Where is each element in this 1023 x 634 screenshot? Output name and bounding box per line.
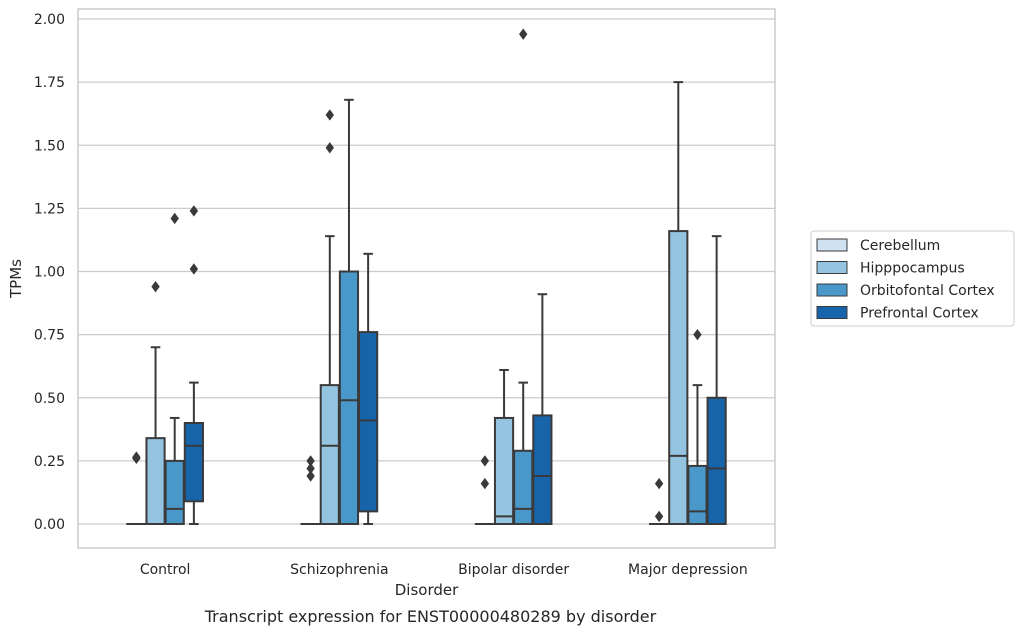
y-tick-label: 0.25 bbox=[34, 454, 65, 470]
y-tick-label: 1.00 bbox=[34, 265, 65, 281]
box-iqr bbox=[338, 270, 360, 525]
box-prefrontal-cortex-0 bbox=[183, 205, 204, 525]
plot-frame bbox=[77, 8, 776, 549]
box-orbitofontal-cortex-2 bbox=[513, 28, 534, 525]
x-tick-label: Major depression bbox=[628, 562, 748, 578]
outlier-marker bbox=[480, 477, 490, 490]
x-axis-title: Disorder bbox=[395, 581, 459, 599]
box-iqr bbox=[532, 414, 553, 525]
outlier-marker bbox=[519, 28, 528, 40]
legend-label: Orbitofontal Cortex bbox=[860, 283, 995, 299]
x-axis-ticks: Control Schizophrenia Bipolar disorder Majo… bbox=[140, 562, 748, 578]
x-tick-label: Schizophrenia bbox=[290, 562, 388, 578]
box-iqr bbox=[513, 449, 534, 525]
box-cerebellum-0 bbox=[126, 451, 147, 526]
outlier-marker bbox=[170, 212, 179, 225]
box-iqr bbox=[706, 396, 727, 525]
legend-box bbox=[810, 230, 1015, 327]
legend-swatch bbox=[816, 306, 848, 319]
outlier-marker bbox=[325, 109, 334, 121]
y-tick-label: 2.00 bbox=[34, 12, 65, 28]
box-hipppocampus-2 bbox=[493, 368, 515, 526]
outlier-marker bbox=[132, 451, 141, 463]
legend: Cerebellum Hipppocampus Orbitofontal Corte… bbox=[810, 230, 1015, 327]
y-tick-label: 0.50 bbox=[34, 391, 65, 407]
y-tick-label: 1.50 bbox=[34, 138, 65, 154]
legend-label: Hipppocampus bbox=[860, 261, 965, 277]
x-tick-label: Control bbox=[140, 562, 191, 578]
box-orbitofontal-cortex-1 bbox=[338, 98, 360, 525]
box-prefrontal-cortex-1 bbox=[358, 252, 379, 525]
outlier-marker bbox=[306, 455, 315, 467]
box-orbitofontal-cortex-0 bbox=[164, 212, 185, 525]
legend-label: Cerebellum bbox=[860, 238, 940, 254]
y-tick-label: 0.75 bbox=[34, 328, 65, 344]
box-prefrontal-cortex-2 bbox=[532, 293, 553, 525]
outlier-marker bbox=[325, 142, 334, 154]
chart-caption: Transcript expression for ENST0000048028… bbox=[204, 607, 657, 626]
legend-swatch bbox=[816, 283, 848, 297]
outlier-marker bbox=[306, 470, 315, 482]
outlier-marker bbox=[151, 280, 160, 293]
box-iqr bbox=[183, 422, 204, 503]
box-cerebellum-2 bbox=[474, 455, 495, 526]
box-plot-boxes bbox=[126, 28, 727, 526]
outlier-marker bbox=[189, 263, 199, 275]
box-iqr bbox=[145, 437, 166, 525]
legend-item: Cerebellum bbox=[816, 238, 940, 254]
box-prefrontal-cortex-3 bbox=[706, 235, 727, 525]
outlier-marker bbox=[693, 328, 702, 341]
legend-swatch bbox=[816, 261, 848, 274]
box-hipppocampus-3 bbox=[668, 81, 689, 525]
box-iqr bbox=[319, 384, 340, 525]
box-hipppocampus-1 bbox=[319, 109, 340, 525]
legend-label: Prefrontal Cortex bbox=[860, 306, 979, 322]
outlier-marker bbox=[480, 455, 490, 467]
box-iqr bbox=[687, 464, 708, 525]
y-tick-label: 0.00 bbox=[34, 517, 65, 533]
y-tick-label: 1.75 bbox=[34, 75, 65, 91]
box-iqr bbox=[493, 416, 515, 526]
legend-item: Orbitofontal Cortex bbox=[816, 283, 995, 299]
box-iqr bbox=[668, 230, 689, 525]
outlier-marker bbox=[189, 205, 199, 217]
outlier-marker bbox=[654, 510, 664, 523]
x-tick-label: Bipolar disorder bbox=[458, 562, 569, 578]
outlier-marker bbox=[306, 462, 315, 475]
legend-swatch bbox=[816, 238, 848, 252]
legend-item: Hipppocampus bbox=[816, 261, 965, 277]
y-axis-ticks: 0.00 0.25 0.50 0.75 1.00 1.25 1.50 1.75 2.00 bbox=[34, 12, 65, 533]
box-cerebellum-1 bbox=[300, 455, 321, 526]
box-orbitofontal-cortex-3 bbox=[687, 328, 708, 525]
outlier-marker bbox=[654, 477, 664, 490]
y-tick-label: 1.25 bbox=[34, 201, 65, 217]
box-cerebellum-3 bbox=[649, 477, 670, 526]
y-axis-title: TPMs bbox=[7, 259, 25, 299]
legend-item: Prefrontal Cortex bbox=[816, 306, 979, 322]
box-iqr bbox=[164, 459, 185, 525]
box-iqr bbox=[358, 331, 379, 513]
box-hipppocampus-0 bbox=[145, 280, 166, 525]
